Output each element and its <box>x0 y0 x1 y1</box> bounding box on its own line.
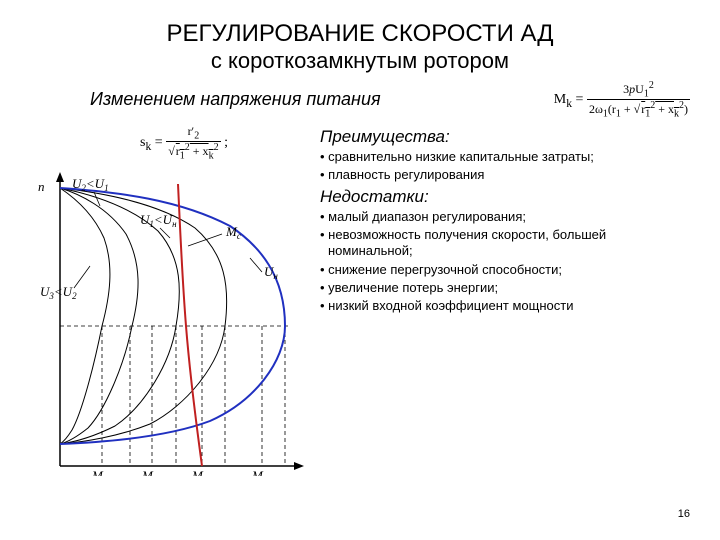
svg-text:n: n <box>38 179 45 194</box>
title-sub: с короткозамкнутым ротором <box>30 48 690 74</box>
svg-text:U1<Uн: U1<Uн <box>140 212 177 229</box>
advantage-item: • сравнительно низкие капитальные затрат… <box>320 149 690 165</box>
advantages-heading: Преимущества: <box>320 126 690 147</box>
svg-text:Mkн: Mkн <box>251 468 272 476</box>
disadvantages-list: • малый диапазон регулирования; • невозмо… <box>320 209 690 315</box>
advantage-item: • плавность регулирования <box>320 167 690 183</box>
advantages-list: • сравнительно низкие капитальные затрат… <box>320 149 690 184</box>
disadvantage-item: • увеличение потерь энергии; <box>320 280 690 296</box>
disadvantage-item: • невозможность получения скорости, боль… <box>320 227 690 260</box>
svg-text:Mk1: Mk1 <box>191 468 211 476</box>
svg-text:Mk2: Mk2 <box>141 468 162 476</box>
svg-text:Uн: Uн <box>264 264 278 281</box>
formula-mk: Mk = 3pU122ω1(r1 + √r12 + xk2) <box>554 80 690 120</box>
disadvantage-item: • малый диапазон регулирования; <box>320 209 690 225</box>
svg-text:Mc: Mc <box>225 224 241 241</box>
svg-text:U2<U1: U2<U1 <box>72 176 109 193</box>
svg-text:Mk3: Mk3 <box>91 468 112 476</box>
page-number: 16 <box>678 508 690 520</box>
svg-text:U3<U2: U3<U2 <box>40 284 77 301</box>
disadvantage-item: • снижение перегрузочной способности; <box>320 262 690 278</box>
disadvantages-heading: Недостатки: <box>320 186 690 207</box>
subtitle: Изменением напряжения питания <box>30 89 381 110</box>
formula-sk: sk = r′2√r12 + xk2 ; <box>140 124 228 162</box>
mechanical-characteristics-chart: n U2<U1 U1<Uн U3<U2 Mc Uн Mk3 Mk2 Mk1 Mkн <box>30 166 310 476</box>
title-main: РЕГУЛИРОВАНИЕ СКОРОСТИ АД <box>30 20 690 48</box>
disadvantage-item: • низкий входной коэффициент мощности <box>320 298 690 314</box>
